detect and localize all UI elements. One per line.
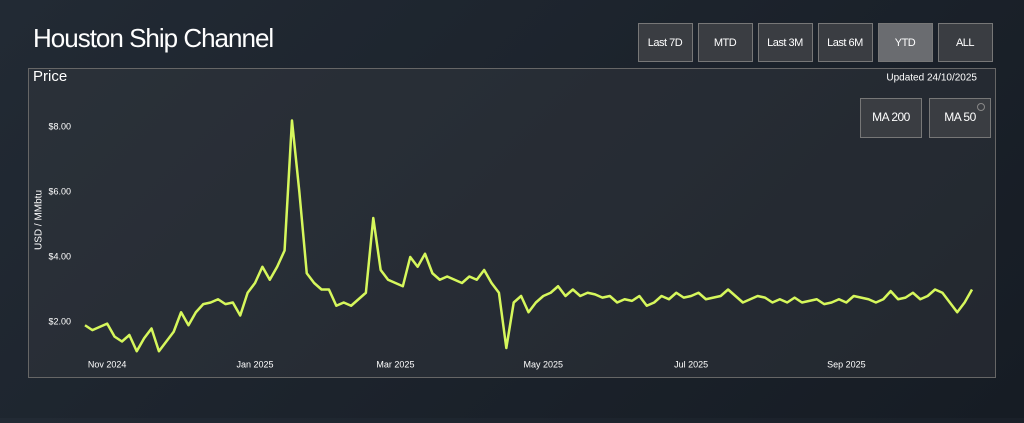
- x-tick-label: Mar 2025: [376, 359, 414, 369]
- button-label: MA 50: [944, 110, 976, 124]
- range-button[interactable]: ALL: [938, 23, 993, 62]
- button-box: [638, 23, 693, 62]
- range-button[interactable]: Last 3M: [758, 23, 813, 62]
- button-label: ALL: [956, 37, 974, 49]
- x-tick-label: May 2025: [524, 359, 564, 369]
- ma-button[interactable]: MA 200: [860, 98, 922, 138]
- page-title: Houston Ship Channel: [33, 23, 273, 53]
- button-box: [860, 98, 922, 138]
- x-tick-label: Nov 2024: [88, 359, 127, 369]
- button-box: [938, 23, 993, 62]
- chart-layer: $2.00 $4.00 $6.00 $8.00 Nov 2024 Jan 2025 Mar …: [48, 119, 974, 369]
- button-label: Last 7D: [648, 37, 683, 49]
- button-label: MTD: [714, 37, 737, 49]
- range-button[interactable]: Last 7D: [638, 23, 693, 62]
- range-button[interactable]: YTD: [878, 23, 933, 62]
- chart-panel: [28, 68, 996, 378]
- button-label: Last 3M: [767, 37, 803, 49]
- ma-button[interactable]: MA 50: [929, 98, 991, 138]
- button-box: [929, 98, 991, 138]
- range-button[interactable]: Last 6M: [818, 23, 873, 62]
- y-tick-label: $6.00: [48, 186, 71, 196]
- button-box: [758, 23, 813, 62]
- button-label: MA 200: [872, 110, 911, 124]
- button-box: [698, 23, 753, 62]
- x-tick-label: Jul 2025: [674, 359, 708, 369]
- y-tick-label: $2.00: [48, 316, 71, 326]
- price-line: [84, 119, 974, 353]
- chart-title: Price: [33, 68, 67, 85]
- button-box: [818, 23, 873, 62]
- button-label: YTD: [895, 37, 916, 49]
- button-box: [878, 23, 933, 62]
- y-axis-label: USD / MMbtu: [34, 190, 45, 250]
- y-tick-label: $8.00: [48, 121, 71, 131]
- button-label: Last 6M: [827, 37, 863, 49]
- y-tick-label: $4.00: [48, 251, 71, 261]
- range-button[interactable]: MTD: [698, 23, 753, 62]
- info-icon: [977, 103, 985, 111]
- x-tick-label: Sep 2025: [827, 359, 866, 369]
- updated-label: Updated 24/10/2025: [886, 73, 977, 84]
- x-tick-label: Jan 2025: [236, 359, 273, 369]
